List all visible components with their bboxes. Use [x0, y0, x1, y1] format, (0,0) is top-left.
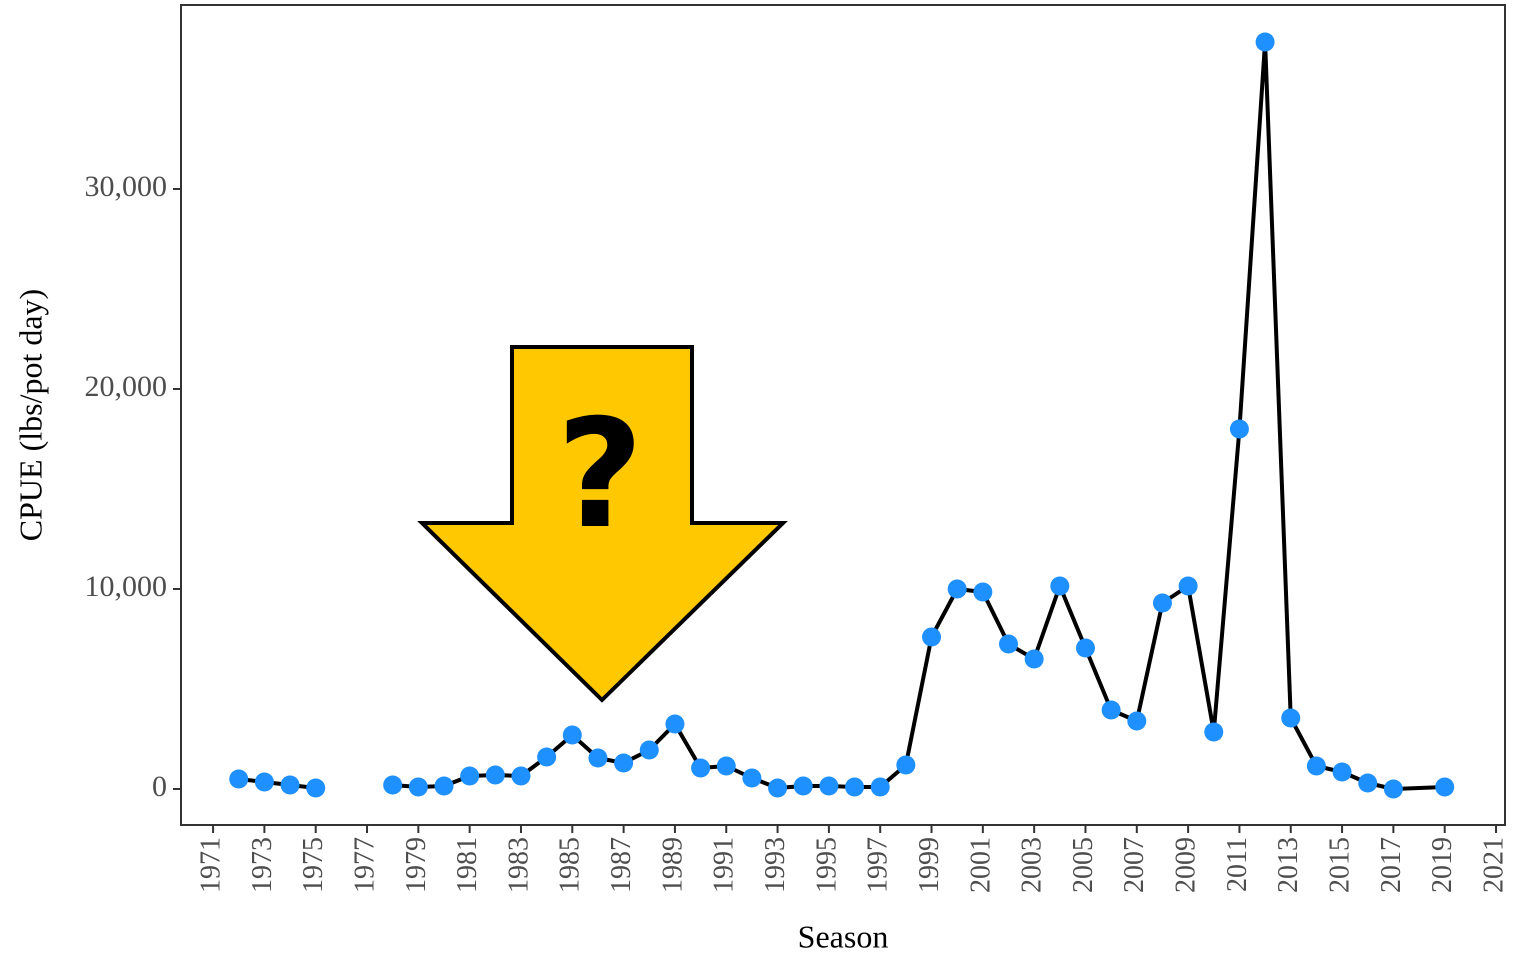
y-tick-label: 10,000 [85, 570, 168, 603]
point [768, 778, 788, 798]
point [973, 582, 993, 602]
point [870, 777, 890, 797]
x-tick-label: 1973 [247, 837, 278, 893]
point [1229, 419, 1249, 439]
x-tick-label: 1975 [298, 837, 329, 893]
x-tick-label: 1989 [657, 837, 688, 893]
x-tick-label: 2015 [1324, 837, 1355, 893]
x-tick-label: 1991 [709, 837, 740, 893]
point [614, 753, 634, 773]
x-tick-label: 1981 [452, 837, 483, 893]
x-tick-label: 1995 [811, 837, 842, 893]
x-tick-label: 1983 [503, 837, 534, 893]
point [896, 755, 916, 775]
point [306, 778, 326, 798]
y-tick-label: 20,000 [85, 370, 168, 403]
x-tick-label: 2013 [1273, 837, 1304, 893]
point [1435, 777, 1455, 797]
point [1358, 773, 1378, 793]
y-axis-label: CPUE (lbs/pot day) [12, 289, 48, 541]
point [383, 775, 403, 795]
point [588, 748, 608, 768]
point [511, 766, 531, 786]
x-tick-label: 2011 [1222, 837, 1253, 892]
x-tick-label: 2003 [1017, 837, 1048, 893]
plot-border [180, 4, 1506, 826]
point [537, 747, 557, 767]
x-tick-label: 1979 [401, 837, 432, 893]
x-tick-label: 2007 [1119, 837, 1150, 893]
x-axis-label: Season [798, 918, 889, 954]
annotation: ? [556, 388, 643, 562]
y-tick-label: 0 [152, 770, 167, 803]
point [665, 714, 685, 734]
point [639, 740, 659, 760]
x-tick-label: 1997 [863, 837, 894, 893]
x-tick-label: 2005 [1068, 837, 1099, 893]
x-tick-label: 1971 [195, 837, 226, 893]
x-tick-label: 2017 [1376, 837, 1407, 893]
x-tick-label: 2009 [1171, 837, 1202, 893]
point [1101, 700, 1121, 720]
point [1255, 32, 1275, 52]
point [229, 769, 249, 789]
point [1178, 576, 1198, 596]
x-tick-label: 2019 [1427, 837, 1458, 893]
point [408, 777, 428, 797]
point [1127, 711, 1147, 731]
point [1024, 649, 1044, 669]
point [1204, 722, 1224, 742]
point [1383, 779, 1403, 799]
point [947, 579, 967, 599]
point [793, 776, 813, 796]
point [460, 766, 480, 786]
point [922, 627, 942, 647]
point [485, 765, 505, 785]
point [1332, 762, 1352, 782]
x-tick-label: 2001 [965, 837, 996, 893]
point [716, 756, 736, 776]
plot-area: 0 10,000 20,000 30,000 1971 1973 1975 1977 1979 1… [85, 32, 1509, 893]
x-tick-label: 2021 [1478, 837, 1509, 893]
point [254, 772, 274, 792]
x-tick-label: 1987 [606, 837, 637, 893]
point [280, 775, 300, 795]
point [1075, 638, 1095, 658]
x-tick-label: 1993 [760, 837, 791, 893]
x-tick-label: 1985 [555, 837, 586, 893]
point [819, 776, 839, 796]
point [999, 634, 1018, 654]
point [1306, 756, 1326, 776]
point [434, 776, 454, 796]
point [562, 725, 582, 745]
point [1152, 593, 1172, 613]
point [742, 768, 762, 788]
x-tick-label: 1999 [914, 837, 945, 893]
point [1281, 708, 1301, 728]
arrow [417, 345, 788, 703]
point [845, 777, 865, 797]
x-tick-label: 1977 [349, 837, 380, 893]
point [691, 758, 711, 778]
point [1050, 576, 1070, 596]
y-tick-label: 30,000 [85, 170, 168, 203]
